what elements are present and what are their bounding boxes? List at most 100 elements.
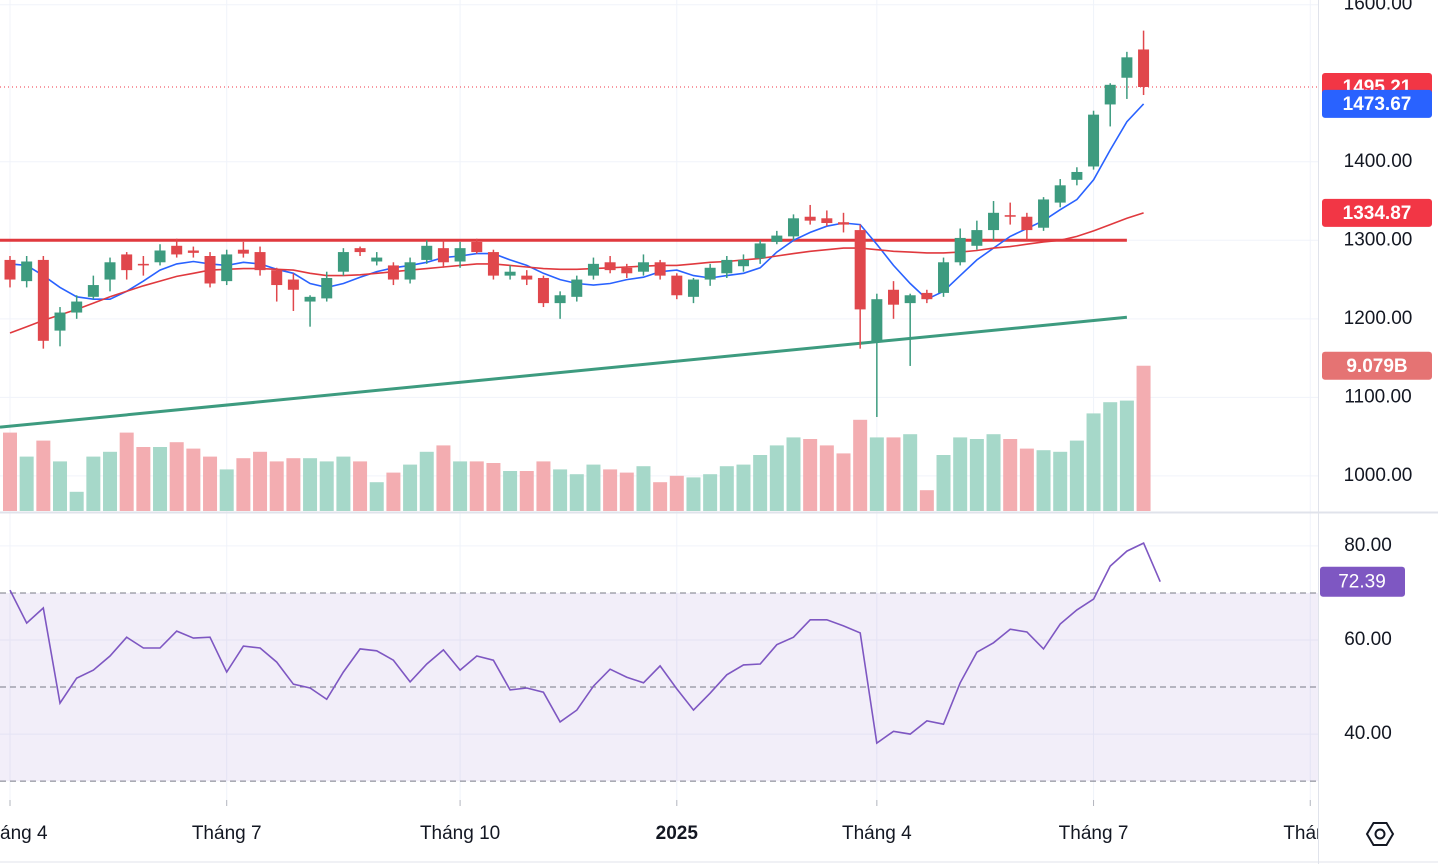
price-label-box xyxy=(1322,198,1432,227)
volume-bar xyxy=(169,442,184,511)
volume-bar xyxy=(36,440,51,511)
candle-body xyxy=(1121,57,1133,78)
candle-body xyxy=(454,248,466,262)
price-label-box xyxy=(1322,351,1432,380)
y-tick-label: 1100.00 xyxy=(1344,386,1411,407)
candle-body xyxy=(237,249,249,254)
candle-body xyxy=(87,285,99,297)
candle-body xyxy=(1071,171,1083,180)
candle-body xyxy=(921,292,933,300)
volume-bar xyxy=(503,471,518,511)
volume-bar xyxy=(886,437,901,511)
time-axis: áng 4 Tháng 7 Tháng 10 2025 Tháng 4 Tháng 7 Th… xyxy=(0,823,1337,844)
candle-body xyxy=(704,267,716,280)
candle-body xyxy=(171,245,183,255)
volume-bar xyxy=(803,439,818,511)
candle-body xyxy=(954,237,966,263)
volume-bar xyxy=(969,439,984,511)
candle-body xyxy=(387,265,399,280)
volume-bar xyxy=(569,474,584,511)
candle-body xyxy=(404,262,416,280)
candle-body xyxy=(971,230,983,246)
volume-bar xyxy=(736,464,751,511)
candle-body xyxy=(71,301,83,313)
volume-bar xyxy=(903,434,918,511)
candle-body xyxy=(888,289,900,305)
x-tick-label: Tháng xyxy=(1283,823,1337,844)
volume-bar xyxy=(53,461,68,511)
price-label: 1334.87 xyxy=(1343,203,1412,224)
candle-body xyxy=(737,259,749,267)
volume-bar xyxy=(586,464,601,511)
volume-bar xyxy=(19,456,34,511)
candle-body xyxy=(604,262,616,271)
volume-bar xyxy=(253,451,268,511)
candle-body xyxy=(354,248,366,253)
volume-bar xyxy=(653,482,668,511)
volume-bar xyxy=(553,469,568,511)
volume-bar xyxy=(836,453,851,511)
candle-body xyxy=(54,312,66,331)
volume-bar xyxy=(86,456,101,511)
volume-bar xyxy=(386,472,401,511)
candle-body xyxy=(487,252,499,276)
volume-bar xyxy=(1136,365,1151,511)
candle-body xyxy=(671,275,683,296)
volume-bar xyxy=(203,456,218,511)
volume-bar xyxy=(519,471,534,511)
candle-body xyxy=(621,267,633,274)
y-tick-label: 80.00 xyxy=(1344,535,1392,556)
candle-body xyxy=(1138,49,1150,88)
candle-body xyxy=(687,279,699,297)
candle-body xyxy=(204,256,216,284)
volume-bar xyxy=(419,451,434,511)
volume-bar xyxy=(286,458,301,511)
volume-bar xyxy=(1003,439,1018,511)
volume-bar xyxy=(703,474,718,511)
rsi-label-box xyxy=(1320,566,1405,597)
volume-bar xyxy=(853,419,868,511)
candle-body xyxy=(37,259,49,341)
candle-body xyxy=(21,261,33,282)
volume-bar xyxy=(469,461,484,511)
candle-body xyxy=(904,295,916,304)
volume-bar xyxy=(953,437,968,511)
volume-bar xyxy=(103,451,118,511)
candle-body xyxy=(471,241,483,253)
candle-body xyxy=(1038,199,1050,228)
candle-body xyxy=(287,279,299,290)
volume-bar xyxy=(236,458,251,511)
volume-bar xyxy=(336,456,351,511)
volume-bar xyxy=(69,491,84,511)
volume-bar xyxy=(1036,450,1051,511)
settings-icon[interactable] xyxy=(1365,822,1395,846)
price-axis: 1000.00 1100.00 1200.00 1300.00 1400.00 1600.… xyxy=(1320,0,1432,744)
volume-bar xyxy=(186,448,201,511)
volume-bar xyxy=(786,437,801,511)
moving-average xyxy=(9,212,1144,334)
candle-body xyxy=(271,270,283,286)
y-tick-label: 1000.00 xyxy=(1344,465,1413,486)
price-label-box xyxy=(1322,89,1432,118)
candle-body xyxy=(521,275,533,280)
x-tick-label: Tháng 10 xyxy=(420,823,500,844)
volume-bar xyxy=(753,455,768,511)
candle-body xyxy=(4,259,16,280)
x-tick-label: áng 4 xyxy=(0,823,48,844)
candle-body xyxy=(1104,84,1116,105)
candle-body xyxy=(571,279,583,297)
candle-body xyxy=(554,295,566,304)
settings-button[interactable] xyxy=(1365,822,1395,846)
candle-body xyxy=(804,216,816,221)
settings-icon-center[interactable] xyxy=(1374,828,1386,840)
volume-bar xyxy=(1053,451,1068,511)
volume-bar xyxy=(369,482,384,511)
candle-body xyxy=(821,218,833,224)
candle-body xyxy=(637,262,649,272)
volume-bar xyxy=(486,463,501,511)
volume-bar xyxy=(136,447,151,511)
volume-bar xyxy=(619,472,634,511)
candle-body xyxy=(154,250,166,263)
